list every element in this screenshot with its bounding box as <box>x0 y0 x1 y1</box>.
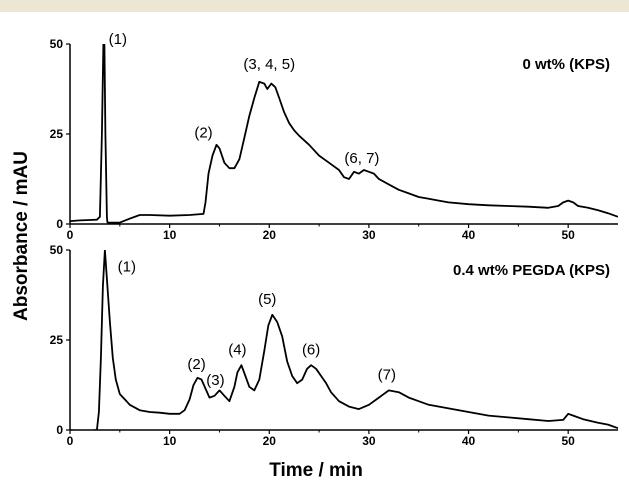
panel-2-peak-label: (7) <box>378 367 396 384</box>
panel-1-y-tick-label: 25 <box>50 127 64 141</box>
panel-2-x-tick-label: 30 <box>362 434 376 448</box>
panel-2-x-tick-label: 10 <box>163 434 177 448</box>
panel-1-peak-label: (6, 7) <box>344 150 379 167</box>
panel-1-x-tick-label: 50 <box>562 228 576 242</box>
panel-2-peak-label: (1) <box>118 259 136 276</box>
panel-2-peak-label: (2) <box>187 356 205 373</box>
panel-1-peak-label: (1) <box>109 31 127 48</box>
panel-2: 0 25 50 0 10 20 30 40 50 0.4 wt% PEGDA (KPS) (1) (2… <box>50 243 618 448</box>
panel-1-x-tick-label: 40 <box>462 228 476 242</box>
panel-1-y-tick-label: 50 <box>50 37 64 51</box>
panel-2-series-line <box>70 250 618 430</box>
panel-1-x-tick-label: 20 <box>263 228 277 242</box>
panel-1-y-tick-label: 0 <box>56 217 63 231</box>
panel-2-y-tick-label: 25 <box>50 333 64 347</box>
x-axis-title: Time / min <box>269 460 363 481</box>
panel-2-x-tick-label: 0 <box>67 434 74 448</box>
panel-2-label: 0.4 wt% PEGDA (KPS) <box>453 262 610 279</box>
panel-2-peak-label: (3) <box>206 372 224 389</box>
panel-1-peak-label: (2) <box>194 125 212 142</box>
panel-2-x-tick-label: 50 <box>562 434 576 448</box>
panel-2-peak-label: (6) <box>302 341 320 358</box>
y-axis-title: Absorbance / mAU <box>11 151 32 321</box>
panel-2-peak-label: (4) <box>228 341 246 358</box>
panel-1-peak-label: (3, 4, 5) <box>243 56 295 73</box>
panel-1-x-tick-label: 10 <box>163 228 177 242</box>
panel-1-series-line <box>70 44 618 224</box>
panel-2-x-tick-label: 40 <box>462 434 476 448</box>
panel-1: 0 25 50 0 10 20 30 40 50 0 wt% (KPS) (1) (2) (3, 4, … <box>50 31 618 242</box>
panel-2-y-tick-label: 50 <box>50 243 64 257</box>
panel-2-peak-label: (5) <box>258 291 276 308</box>
top-rule <box>0 0 629 12</box>
panel-1-x-tick-label: 30 <box>362 228 376 242</box>
panel-2-x-tick-label: 20 <box>263 434 277 448</box>
panel-2-y-tick-label: 0 <box>56 423 63 437</box>
panel-1-label: 0 wt% (KPS) <box>522 56 610 73</box>
panel-1-x-tick-label: 0 <box>67 228 74 242</box>
